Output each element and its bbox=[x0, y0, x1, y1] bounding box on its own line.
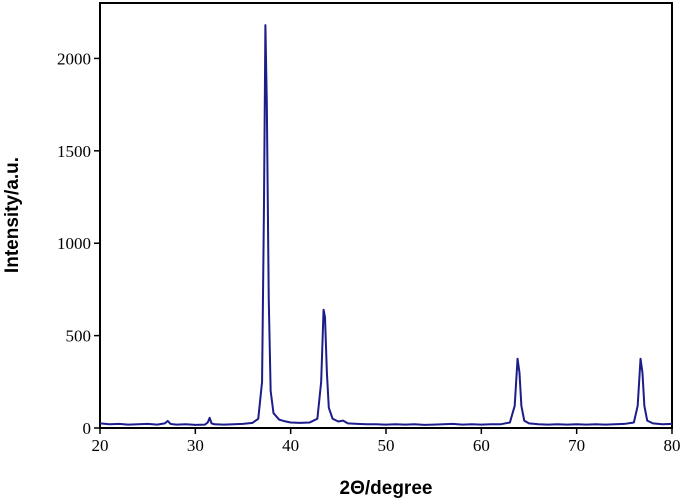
x-tick-label: 50 bbox=[378, 436, 395, 455]
y-tick-label: 0 bbox=[83, 419, 92, 438]
y-axis-label: Intensity/a.u. bbox=[2, 157, 23, 273]
x-tick-label: 60 bbox=[473, 436, 490, 455]
y-tick-label: 2000 bbox=[57, 49, 91, 68]
y-tick-label: 1000 bbox=[57, 234, 91, 253]
x-tick-label: 70 bbox=[568, 436, 585, 455]
x-tick-label: 20 bbox=[92, 436, 109, 455]
x-tick-label: 80 bbox=[664, 436, 681, 455]
x-axis-label: 2Θ/degree bbox=[340, 478, 433, 499]
x-tick-label: 30 bbox=[187, 436, 204, 455]
data-line bbox=[99, 24, 673, 426]
x-tick-label: 40 bbox=[282, 436, 299, 455]
y-tick-label: 1500 bbox=[57, 142, 91, 161]
plot-frame bbox=[99, 2, 673, 429]
y-tick-label: 500 bbox=[66, 327, 92, 346]
